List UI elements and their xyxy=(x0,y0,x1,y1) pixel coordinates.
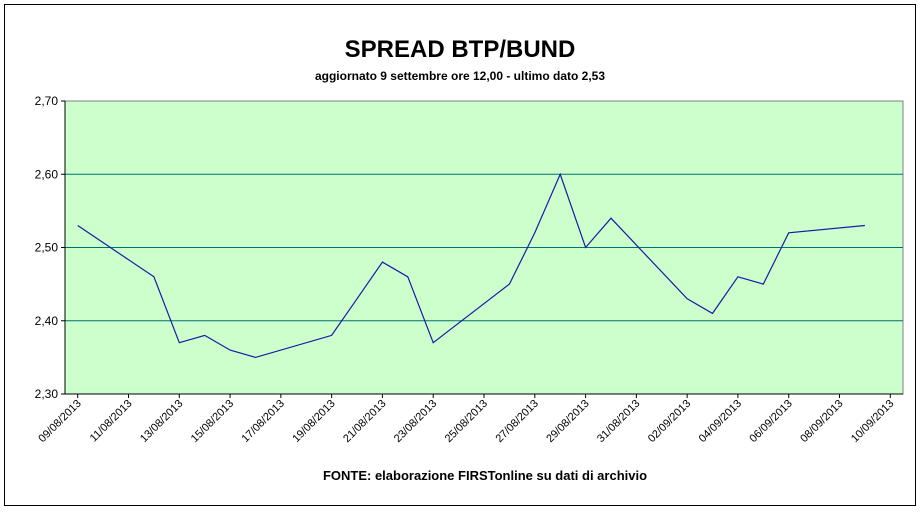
source-note: FONTE: elaborazione FIRSTonline su dati … xyxy=(323,468,647,483)
data-line xyxy=(77,172,865,359)
chart-subtitle: aggiornato 9 settembre ore 12,00 - ultim… xyxy=(315,69,605,83)
y-tick-label: 2,50 xyxy=(35,241,59,255)
y-tick-label: 2,70 xyxy=(35,94,59,108)
chart-title: SPREAD BTP/BUND xyxy=(345,36,576,63)
y-tick-label: 2,30 xyxy=(35,387,59,401)
y-tick-label: 2,40 xyxy=(35,314,59,328)
y-tick-label: 2,60 xyxy=(35,167,59,181)
